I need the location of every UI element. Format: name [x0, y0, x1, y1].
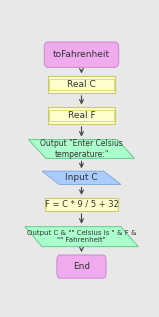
FancyBboxPatch shape: [44, 42, 119, 67]
FancyBboxPatch shape: [57, 255, 106, 278]
Polygon shape: [25, 227, 138, 247]
Polygon shape: [28, 139, 135, 158]
Text: Real F: Real F: [68, 111, 95, 120]
Polygon shape: [48, 76, 115, 93]
Polygon shape: [45, 198, 118, 211]
Text: toFahrenheit: toFahrenheit: [53, 50, 110, 59]
Text: Real C: Real C: [67, 80, 96, 89]
Text: Output C & "" Celsius is " & F &
"" Fahrenheit": Output C & "" Celsius is " & F & "" Fahr…: [27, 230, 136, 243]
Polygon shape: [42, 171, 121, 184]
Text: Output "Enter Celsius
temperature:": Output "Enter Celsius temperature:": [40, 139, 123, 159]
Text: Input C: Input C: [65, 173, 98, 182]
Polygon shape: [48, 107, 115, 124]
Text: End: End: [73, 262, 90, 271]
Text: F = C * 9 / 5 + 32: F = C * 9 / 5 + 32: [45, 200, 118, 209]
